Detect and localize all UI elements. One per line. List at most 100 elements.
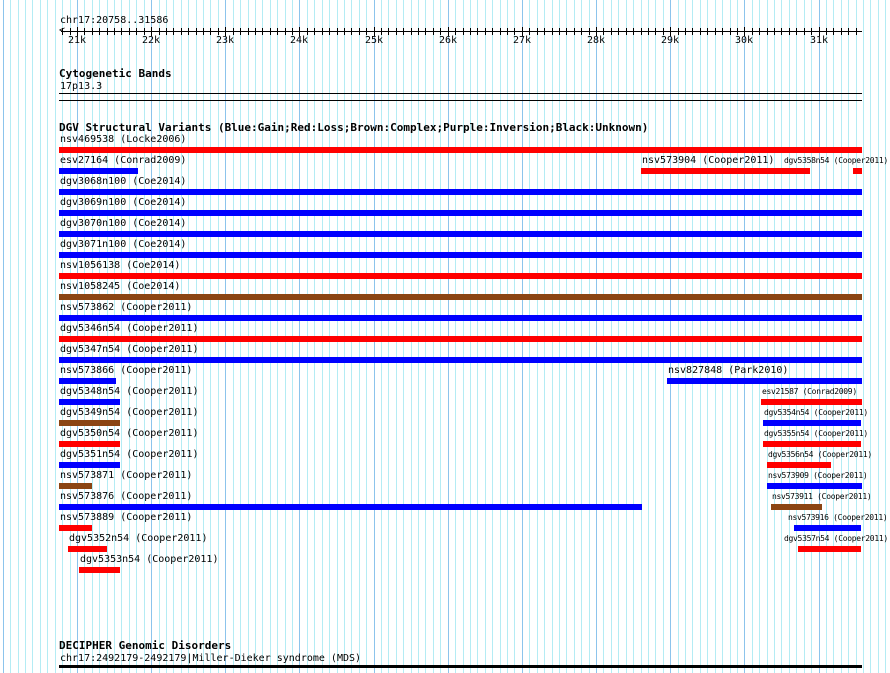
feature-bar-loss[interactable] bbox=[59, 441, 120, 447]
ruler-minor-tick bbox=[344, 28, 345, 35]
ruler-minor-tick bbox=[774, 28, 775, 35]
feature-bar-gain[interactable] bbox=[59, 168, 138, 174]
ruler-tick-label: 21k bbox=[68, 35, 87, 46]
feature-label[interactable]: nsv573916 (Cooper2011) bbox=[788, 513, 888, 522]
ruler-minor-tick bbox=[121, 28, 122, 35]
ruler-minor-tick bbox=[262, 28, 263, 35]
feature-label[interactable]: dgv3071n100 (Coe2014) bbox=[60, 239, 187, 250]
ruler-major-tick bbox=[299, 27, 300, 36]
ruler-tick-label: 22k bbox=[142, 35, 161, 46]
feature-bar-loss[interactable] bbox=[59, 336, 862, 342]
ruler-minor-tick bbox=[618, 28, 619, 35]
feature-bar-loss[interactable] bbox=[59, 525, 92, 531]
feature-label[interactable]: dgv5357n54 (Cooper2011) bbox=[784, 534, 888, 543]
feature-label[interactable]: dgv5355n54 (Cooper2011) bbox=[764, 429, 868, 438]
feature-bar-loss[interactable] bbox=[763, 441, 861, 447]
feature-bar-loss[interactable] bbox=[853, 168, 862, 174]
feature-label[interactable]: nsv573889 (Cooper2011) bbox=[60, 512, 193, 523]
feature-label[interactable]: nsv573866 (Cooper2011) bbox=[60, 365, 193, 376]
feature-bar-complex[interactable] bbox=[771, 504, 822, 510]
feature-bar-gain[interactable] bbox=[59, 378, 116, 384]
ruler-minor-tick bbox=[463, 28, 464, 35]
ruler-minor-tick bbox=[240, 28, 241, 35]
feature-bar-gain[interactable] bbox=[59, 399, 120, 405]
feature-bar-complex[interactable] bbox=[59, 483, 92, 489]
feature-label[interactable]: nsv573862 (Cooper2011) bbox=[60, 302, 193, 313]
feature-label[interactable]: nsv573911 (Cooper2011) bbox=[772, 492, 872, 501]
ruler-minor-tick bbox=[544, 28, 545, 35]
feature-label[interactable]: nsv1058245 (Coe2014) bbox=[60, 281, 181, 292]
feature-bar-loss[interactable] bbox=[767, 462, 831, 468]
ruler-major-tick bbox=[448, 27, 449, 36]
feature-label[interactable]: nsv573909 (Cooper2011) bbox=[768, 471, 868, 480]
cytoband-label: 17p13.3 bbox=[60, 81, 103, 92]
ruler-tick-label: 24k bbox=[290, 35, 309, 46]
feature-bar-complex[interactable] bbox=[59, 420, 120, 426]
feature-bar-gain[interactable] bbox=[59, 504, 642, 510]
feature-bar-gain[interactable] bbox=[59, 252, 862, 258]
feature-label[interactable]: esv21587 (Conrad2009) bbox=[762, 387, 857, 396]
feature-label[interactable]: dgv5346n54 (Cooper2011) bbox=[60, 323, 199, 334]
feature-label[interactable]: dgv5352n54 (Cooper2011) bbox=[69, 533, 208, 544]
feature-bar-gain[interactable] bbox=[59, 189, 862, 195]
ruler-minor-tick bbox=[537, 28, 538, 35]
feature-label[interactable]: nsv573876 (Cooper2011) bbox=[60, 491, 193, 502]
feature-bar-loss[interactable] bbox=[641, 168, 810, 174]
feature-label[interactable]: dgv5349n54 (Cooper2011) bbox=[60, 407, 199, 418]
decipher-feature-bar[interactable] bbox=[59, 665, 862, 668]
feature-bar-complex[interactable] bbox=[59, 294, 862, 300]
feature-bar-gain[interactable] bbox=[59, 462, 120, 468]
cytoband-top-edge[interactable] bbox=[59, 93, 862, 94]
feature-bar-loss[interactable] bbox=[68, 546, 107, 552]
ruler-minor-tick bbox=[381, 28, 382, 35]
feature-label[interactable]: nsv469538 (Locke2006) bbox=[60, 134, 187, 145]
feature-bar-gain[interactable] bbox=[667, 378, 862, 384]
feature-bar-loss[interactable] bbox=[761, 399, 862, 405]
feature-label[interactable]: dgv5354n54 (Cooper2011) bbox=[764, 408, 868, 417]
feature-label[interactable]: dgv5351n54 (Cooper2011) bbox=[60, 449, 199, 460]
feature-bar-loss[interactable] bbox=[59, 273, 862, 279]
feature-label[interactable]: esv27164 (Conrad2009) bbox=[60, 155, 187, 166]
ruler-minor-tick bbox=[796, 28, 797, 35]
ruler-minor-tick bbox=[678, 28, 679, 35]
feature-label[interactable]: nsv573904 (Cooper2011) bbox=[642, 155, 775, 166]
feature-label[interactable]: nsv827848 (Park2010) bbox=[668, 365, 789, 376]
ruler-tick-label: 29k bbox=[661, 35, 680, 46]
feature-label[interactable]: dgv3068n100 (Coe2014) bbox=[60, 176, 187, 187]
feature-label[interactable]: dgv5350n54 (Cooper2011) bbox=[60, 428, 199, 439]
ruler-minor-tick bbox=[581, 28, 582, 35]
ruler-minor-tick bbox=[366, 28, 367, 35]
feature-label[interactable]: nsv1056138 (Coe2014) bbox=[60, 260, 181, 271]
ruler-minor-tick bbox=[759, 28, 760, 35]
feature-bar-gain[interactable] bbox=[763, 420, 861, 426]
feature-bar-gain[interactable] bbox=[59, 315, 862, 321]
feature-bar-loss[interactable] bbox=[798, 546, 861, 552]
feature-bar-gain[interactable] bbox=[59, 231, 862, 237]
feature-label[interactable]: dgv5348n54 (Cooper2011) bbox=[60, 386, 199, 397]
feature-bar-loss[interactable] bbox=[59, 147, 862, 153]
cytoband-bottom-edge[interactable] bbox=[59, 100, 862, 101]
ruler-minor-tick bbox=[804, 28, 805, 35]
feature-label[interactable]: nsv573871 (Cooper2011) bbox=[60, 470, 193, 481]
feature-bar-gain[interactable] bbox=[767, 483, 862, 489]
feature-bar-gain[interactable] bbox=[794, 525, 861, 531]
feature-bar-gain[interactable] bbox=[59, 357, 862, 363]
feature-label[interactable]: dgv5353n54 (Cooper2011) bbox=[80, 554, 219, 565]
ruler-minor-tick bbox=[730, 28, 731, 35]
dgv-track-title: DGV Structural Variants (Blue:Gain;Red:L… bbox=[59, 121, 649, 134]
feature-label[interactable]: dgv5347n54 (Cooper2011) bbox=[60, 344, 199, 355]
ruler-minor-tick bbox=[641, 28, 642, 35]
feature-label[interactable]: dgv5356n54 (Cooper2011) bbox=[768, 450, 872, 459]
feature-bar-loss[interactable] bbox=[79, 567, 120, 573]
feature-bar-gain[interactable] bbox=[59, 210, 862, 216]
ruler-minor-tick bbox=[196, 28, 197, 35]
ruler-minor-tick bbox=[203, 28, 204, 35]
feature-label[interactable]: dgv5358n54 (Cooper2011) bbox=[784, 156, 888, 165]
ruler-tick-label: 31k bbox=[810, 35, 829, 46]
ruler-minor-tick bbox=[633, 28, 634, 35]
ruler-minor-tick bbox=[218, 28, 219, 35]
ruler-minor-tick bbox=[626, 28, 627, 35]
feature-label[interactable]: dgv3070n100 (Coe2014) bbox=[60, 218, 187, 229]
ruler-minor-tick bbox=[715, 28, 716, 35]
feature-label[interactable]: dgv3069n100 (Coe2014) bbox=[60, 197, 187, 208]
